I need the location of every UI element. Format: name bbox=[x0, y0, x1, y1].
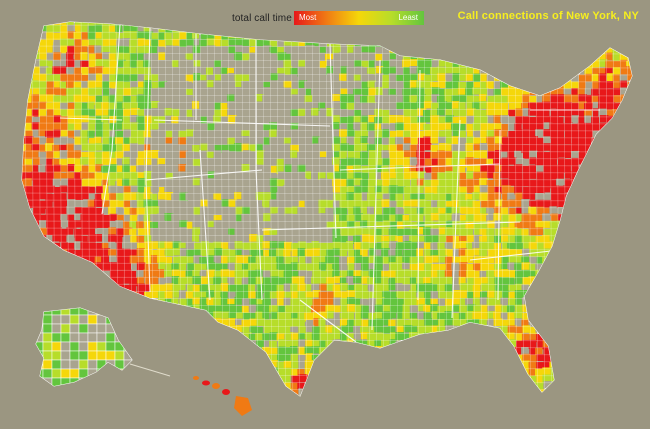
legend-gradient-bar bbox=[294, 11, 424, 25]
hawaii bbox=[193, 376, 252, 416]
legend-least-label: Least bbox=[398, 13, 418, 22]
map-title: Call connections of New York, NY bbox=[457, 10, 639, 22]
state-borders bbox=[59, 23, 600, 343]
legend-label: total call time bbox=[232, 13, 292, 24]
legend-scale: Most Least bbox=[294, 11, 424, 25]
aleutian-islands bbox=[129, 363, 171, 377]
legend-most-label: Most bbox=[299, 13, 317, 22]
